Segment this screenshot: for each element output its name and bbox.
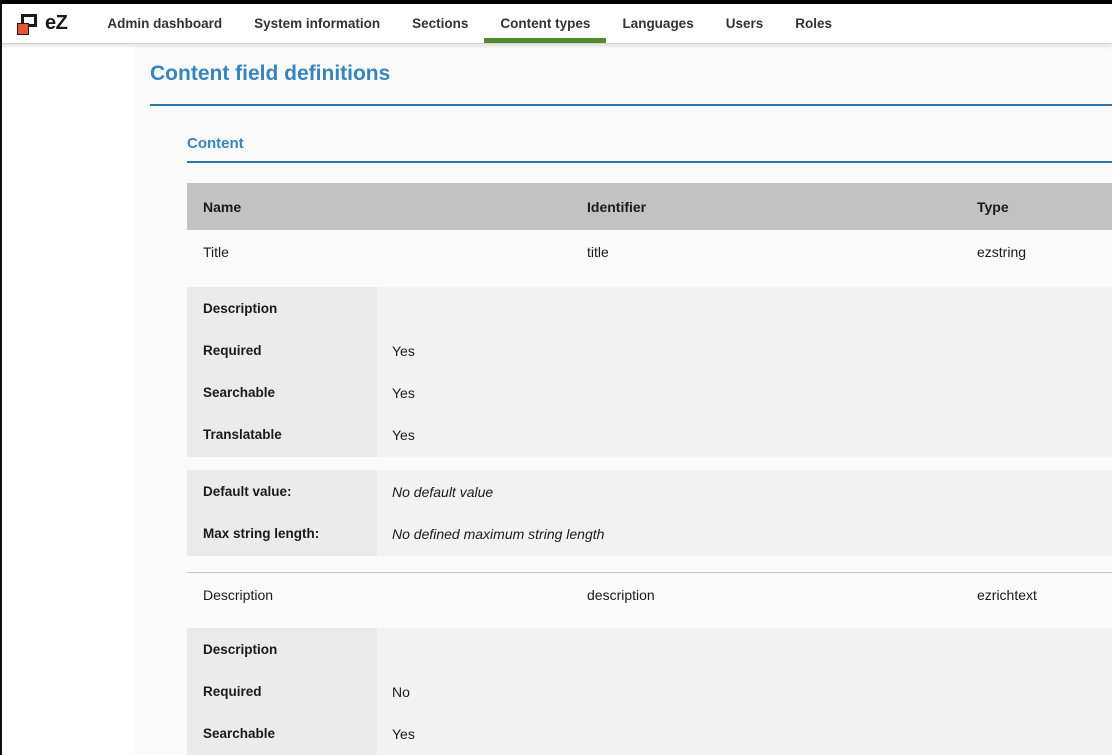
attribute-label-required: Required xyxy=(203,343,262,358)
field-title-settings-block: Default value: Max string length: No def… xyxy=(187,470,1112,556)
attribute-value-searchable: Yes xyxy=(392,385,415,401)
column-header-type: Type xyxy=(977,198,1009,215)
attribute-value-searchable: Yes xyxy=(392,726,415,742)
ez-logo-orange-square xyxy=(17,22,29,35)
section-divider xyxy=(187,161,1112,163)
section-title: Content xyxy=(187,135,244,152)
field-name: Description xyxy=(203,586,274,603)
nav-tab-content-types[interactable]: Content types xyxy=(484,4,607,43)
page-title: Content field definitions xyxy=(150,62,391,85)
attribute-label-searchable: Searchable xyxy=(203,726,276,741)
title-divider xyxy=(150,104,1112,106)
field-description-attributes-block: Description Required Searchable No Yes xyxy=(187,628,1112,755)
setting-label-max-string-length: Max string length: xyxy=(203,526,320,541)
window-left-edge xyxy=(0,0,2,755)
field-row-title: Title title ezstring xyxy=(187,230,1112,274)
window-top-edge xyxy=(0,0,1112,4)
column-header-identifier: Identifier xyxy=(587,198,647,215)
nav-tab-users[interactable]: Users xyxy=(725,16,764,31)
setting-label-default-value: Default value: xyxy=(203,484,292,499)
setting-values: No default value No defined maximum stri… xyxy=(377,470,1112,556)
field-type: ezstring xyxy=(977,244,1027,260)
main-panel: Content field definitions Content Name I… xyxy=(135,45,1112,755)
nav-tab-system-information[interactable]: System information xyxy=(254,16,381,31)
nav-tabs: Admin dashboard System information Secti… xyxy=(91,4,848,43)
column-header-name: Name xyxy=(203,198,242,215)
field-row-description: Description description ezrichtext xyxy=(187,572,1112,616)
field-identifier: description xyxy=(587,586,655,603)
attribute-label-description: Description xyxy=(203,642,278,657)
content-type-section: Content Name Identifier Type Title title… xyxy=(187,135,1112,755)
field-title-attributes-block: Description Required Searchable Translat… xyxy=(187,287,1112,457)
attribute-value-required: Yes xyxy=(392,343,415,359)
attribute-label-searchable: Searchable xyxy=(203,385,276,400)
attribute-label-required: Required xyxy=(203,684,262,699)
field-name: Title xyxy=(203,244,229,260)
field-table-header: Name Identifier Type xyxy=(187,183,1112,230)
nav-tab-languages[interactable]: Languages xyxy=(622,16,694,31)
nav-tab-roles[interactable]: Roles xyxy=(795,16,832,31)
setting-value-max-string-length: No defined maximum string length xyxy=(392,526,605,542)
attribute-value-required: No xyxy=(392,684,410,700)
ez-logo[interactable]: eZ xyxy=(16,4,68,43)
attribute-value-description xyxy=(392,629,1112,671)
ez-logo-icon xyxy=(16,12,43,36)
attribute-labels: Description Required Searchable Translat… xyxy=(187,287,377,457)
attribute-labels: Description Required Searchable xyxy=(187,628,377,755)
nav-tab-admin-dashboard[interactable]: Admin dashboard xyxy=(107,16,223,31)
field-type: ezrichtext xyxy=(977,586,1037,603)
nav-tab-sections[interactable]: Sections xyxy=(412,16,469,31)
attribute-value-translatable: Yes xyxy=(392,427,415,443)
attribute-values: Yes Yes Yes xyxy=(377,287,1112,457)
left-sidebar xyxy=(0,45,135,755)
attribute-label-description: Description xyxy=(203,301,278,316)
field-identifier: title xyxy=(587,244,609,260)
attribute-label-translatable: Translatable xyxy=(203,427,282,442)
attribute-values: No Yes xyxy=(377,628,1112,755)
ez-logo-text: eZ xyxy=(45,12,68,34)
setting-labels: Default value: Max string length: xyxy=(187,470,377,556)
top-navbar: eZ Admin dashboard System information Se… xyxy=(0,4,1112,44)
setting-value-default-value: No default value xyxy=(392,484,494,500)
content-area: Content field definitions Content Name I… xyxy=(0,45,1112,755)
attribute-value-description xyxy=(392,288,1112,330)
